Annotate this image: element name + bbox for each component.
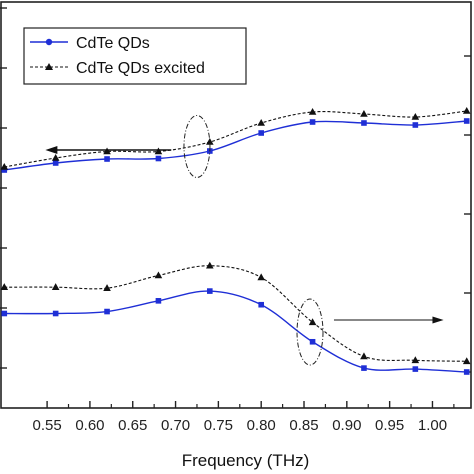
legend: CdTe QDs CdTe QDs excited <box>23 27 247 85</box>
right-point-square <box>1 310 8 317</box>
right-point-square <box>258 301 264 308</box>
legend-entry-label: CdTe QDs excited <box>76 60 205 77</box>
plot-border <box>0 1 472 409</box>
y-axis-ticks <box>0 7 471 373</box>
right-point-triangle <box>0 283 9 290</box>
x-tick-label: 0.95 <box>375 417 404 434</box>
x-tick-label: 0.90 <box>332 417 361 434</box>
left-series-line-square <box>4 120 467 171</box>
x-tick-label: 1.00 <box>418 417 447 434</box>
series-layer <box>0 107 471 375</box>
x-tick-label: 0.80 <box>247 417 276 434</box>
x-tick-label: 0.65 <box>118 417 147 434</box>
right-arrow-head <box>432 316 444 324</box>
right-point-triangle <box>462 357 471 365</box>
right-point-square <box>155 298 162 304</box>
right-series-line-triangle <box>4 265 467 362</box>
right-point-square <box>104 308 110 315</box>
right-point-square <box>361 365 367 371</box>
x-tick-label: 0.85 <box>289 417 318 434</box>
x-axis-title: Frequency (THz) <box>182 451 310 470</box>
right-pair-ellipse <box>296 298 324 366</box>
left-point-triangle <box>154 147 163 155</box>
left-point-square <box>258 130 264 136</box>
right-point-square <box>52 310 59 317</box>
left-point-triangle <box>257 119 265 126</box>
left-point-square <box>463 118 470 124</box>
right-series-line-square <box>4 290 467 373</box>
legend-marker-triangle <box>45 63 53 70</box>
left-point-triangle <box>206 138 214 145</box>
left-point-square <box>309 119 316 125</box>
right-point-triangle <box>103 284 111 291</box>
right-point-square <box>309 338 316 345</box>
left-point-triangle <box>360 110 368 117</box>
right-point-triangle <box>206 261 214 269</box>
left-point-triangle <box>0 163 9 170</box>
x-tick-label: 0.75 <box>204 417 233 434</box>
legend-box <box>23 27 247 85</box>
left-point-square <box>155 155 162 162</box>
x-tick-label: 0.60 <box>75 417 104 434</box>
right-point-triangle <box>51 283 60 290</box>
left-series-line-triangle <box>4 110 467 168</box>
left-point-triangle <box>462 107 471 114</box>
right-point-triangle <box>308 318 317 326</box>
left-point-square <box>412 122 419 128</box>
left-point-triangle <box>103 147 111 155</box>
plot-frame <box>0 1 472 409</box>
right-point-triangle <box>360 352 368 360</box>
x-tick-label: 0.70 <box>161 417 190 434</box>
x-tick-label: 0.55 <box>32 417 61 434</box>
legend-entry-label: CdTe QDs <box>76 35 150 52</box>
right-point-square <box>463 369 470 375</box>
right-point-square <box>207 288 213 294</box>
left-point-square <box>104 156 110 162</box>
right-point-triangle <box>411 356 420 364</box>
left-arrow-head <box>45 146 58 154</box>
left-point-triangle <box>51 154 60 161</box>
left-point-triangle <box>411 113 420 120</box>
left-point-square <box>52 160 59 166</box>
annotation-layer <box>45 115 444 366</box>
left-pair-ellipse <box>183 115 211 178</box>
legend-marker-square <box>45 38 53 46</box>
left-point-triangle <box>308 108 317 115</box>
right-point-triangle <box>257 273 265 281</box>
left-point-square <box>1 167 8 173</box>
right-point-triangle <box>154 271 163 279</box>
x-axis-ticks: 0.55 0.60 0.65 0.70 0.75 0.80 0.85 0.90 0.95 1.00 <box>32 401 455 434</box>
left-point-square <box>361 120 367 126</box>
right-point-square <box>412 366 419 372</box>
